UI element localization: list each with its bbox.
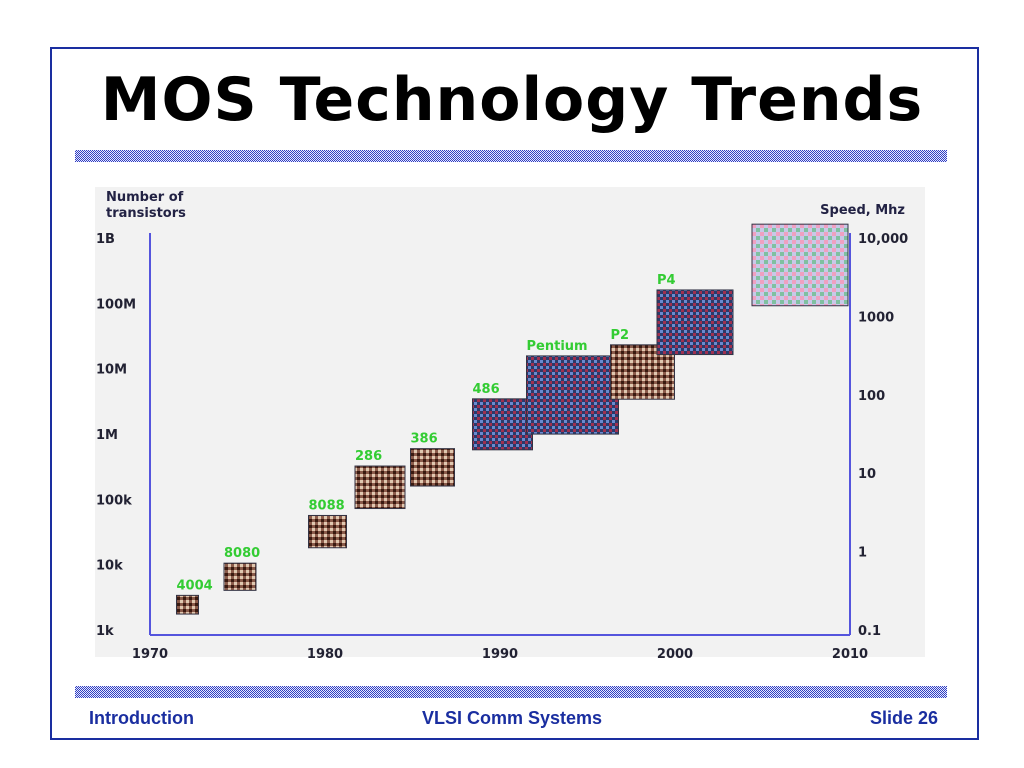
- y-tick-label: 100k: [96, 493, 132, 508]
- footer-slide-number: Slide 26: [869, 708, 938, 728]
- y-tick-label: 1M: [96, 428, 118, 443]
- y-tick-label: 100M: [96, 297, 136, 312]
- y-tick-label: 10k: [96, 559, 123, 574]
- chip-label: Pentium: [527, 339, 588, 354]
- chip-label: 386: [411, 432, 438, 447]
- bottom-divider-band: [75, 686, 947, 698]
- x-tick-label: 2010: [832, 647, 868, 662]
- chip-point: 4004: [176, 578, 213, 615]
- chip-label: 286: [355, 449, 382, 464]
- chip-die-mark: [656, 289, 734, 356]
- y2-tick-label: 100: [858, 389, 885, 404]
- chip-point: 8088: [308, 498, 347, 549]
- chip-die-mark: [223, 562, 257, 591]
- y2-tick-label: 1000: [858, 310, 894, 325]
- y-tick-label: 1B: [96, 232, 115, 247]
- y2-tick-label: 10: [858, 467, 876, 482]
- chip-die-mark: [410, 448, 455, 487]
- y2-tick-label: 0.1: [858, 624, 881, 639]
- y2-tick-label: 10,000: [858, 232, 908, 247]
- top-divider-band: [75, 150, 947, 162]
- chip-label: P4: [657, 273, 676, 288]
- chip-label: 486: [473, 382, 500, 397]
- y-axis-label-line1: Number of: [106, 190, 184, 205]
- slide-frame: [50, 47, 979, 740]
- footer-course-name: VLSI Comm Systems: [421, 708, 603, 728]
- x-tick-label: 2000: [657, 647, 693, 662]
- slide-title: MOS Technology Trends: [100, 65, 924, 135]
- y-tick-label: 10M: [96, 363, 127, 378]
- chip-die-mark: [526, 355, 619, 435]
- chip-die-mark: [354, 465, 406, 510]
- chip-die-mark: [751, 223, 849, 307]
- chip-die-mark: [472, 398, 533, 451]
- y2-axis-label: Speed, Mhz: [820, 203, 905, 218]
- chip-point: 8080: [223, 546, 260, 591]
- y-axis-label-line2: transistors: [106, 206, 186, 221]
- x-tick-label: 1980: [307, 647, 343, 662]
- y2-tick-label: 1: [858, 546, 867, 561]
- chip-point: 286: [354, 449, 406, 510]
- chip-die-mark: [308, 514, 347, 549]
- chip-point: 486: [472, 382, 533, 451]
- chip-die-mark: [176, 594, 199, 615]
- chip-label: 4004: [177, 578, 213, 593]
- footer-section-name: Introduction: [89, 708, 194, 728]
- chip-point: Pentium: [526, 339, 619, 435]
- x-tick-label: 1970: [132, 647, 168, 662]
- chip-label: P2: [611, 328, 630, 343]
- y-tick-label: 1k: [96, 624, 114, 639]
- chip-point: P4: [656, 273, 734, 356]
- chip-label: 8088: [309, 498, 345, 513]
- chip-point: [751, 223, 849, 307]
- x-tick-label: 1990: [482, 647, 518, 662]
- chip-point: 386: [410, 432, 455, 487]
- chip-label: 8080: [224, 546, 260, 561]
